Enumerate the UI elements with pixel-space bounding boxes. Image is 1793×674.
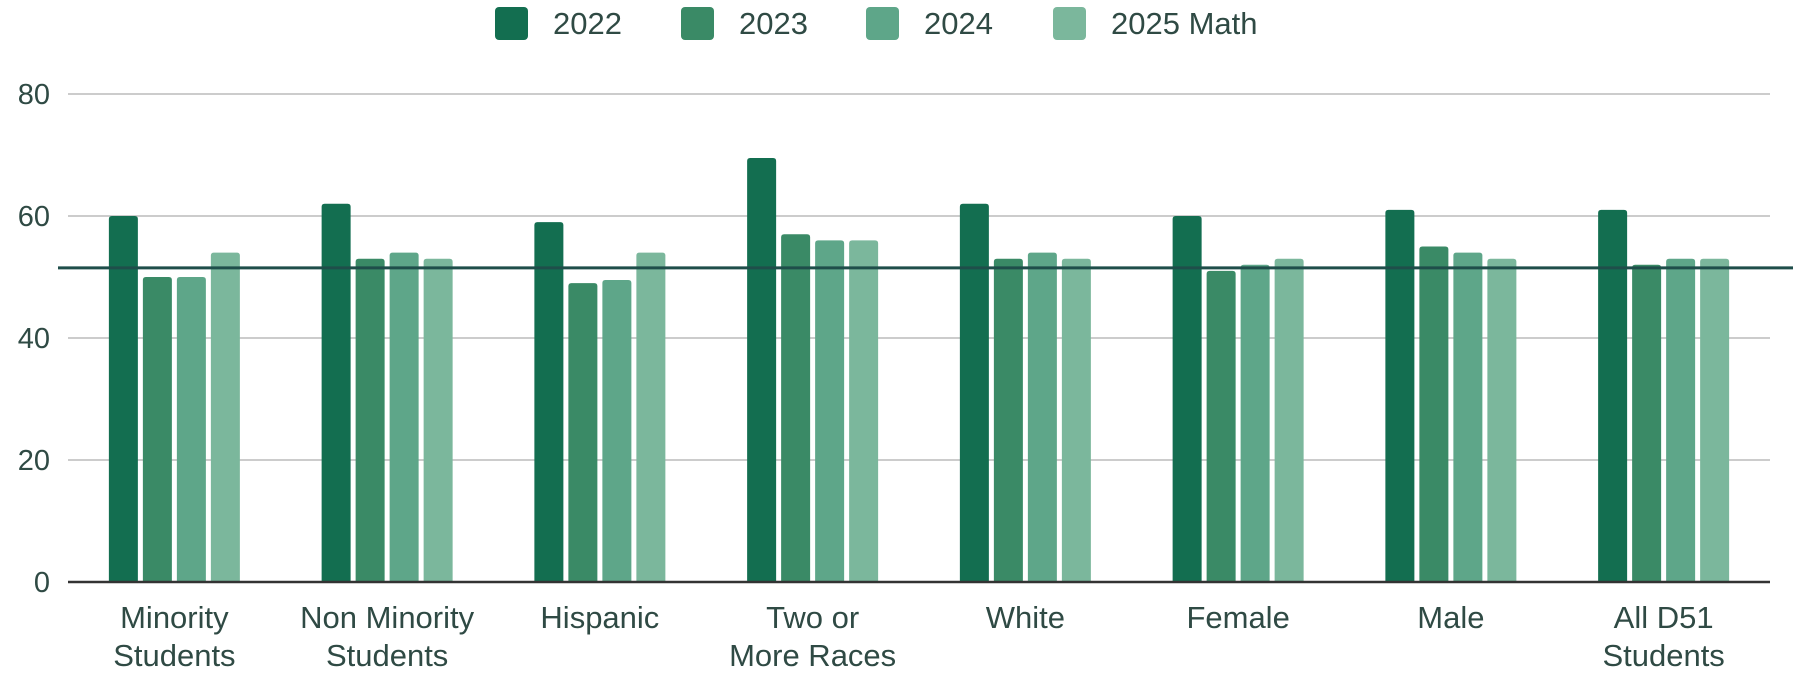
- bar: [210, 252, 240, 582]
- bar: [534, 222, 564, 582]
- legend-label[interactable]: 2025 Math: [1111, 6, 1258, 41]
- legend-label[interactable]: 2024: [924, 6, 993, 41]
- x-category-label-line: Two or: [766, 600, 859, 635]
- x-category-label: Two or More Races: [729, 600, 896, 673]
- bar: [1453, 252, 1483, 582]
- x-category-label: Minority Students: [113, 600, 235, 673]
- bar: [747, 158, 777, 583]
- legend-swatch[interactable]: [1053, 7, 1086, 40]
- x-category-label-line: Minority: [120, 600, 229, 635]
- y-tick-label: 20: [18, 445, 50, 477]
- bar: [108, 216, 138, 582]
- y-tick-label: 80: [18, 79, 50, 111]
- x-category-label: Female: [1186, 600, 1289, 635]
- bar: [1061, 258, 1091, 582]
- bar: [636, 252, 666, 582]
- bar: [321, 203, 351, 583]
- bar: [1172, 216, 1202, 582]
- bar: [602, 280, 632, 582]
- bar: [1385, 209, 1415, 582]
- bar: [355, 258, 385, 582]
- x-category-label: Male: [1417, 600, 1484, 635]
- y-tick-label: 40: [18, 323, 50, 355]
- bar: [781, 234, 811, 583]
- bar: [423, 258, 453, 582]
- bar: [142, 277, 172, 582]
- bar: [1700, 258, 1730, 582]
- bar: [1274, 258, 1304, 582]
- bar: [993, 258, 1023, 582]
- bar: [389, 252, 419, 582]
- bar: [1027, 252, 1057, 582]
- y-tick-label: 60: [18, 201, 50, 233]
- x-category-label-line: All D51: [1614, 600, 1714, 635]
- x-category-label-line: White: [986, 600, 1065, 635]
- bar: [1240, 264, 1270, 582]
- legend-swatch[interactable]: [495, 7, 528, 40]
- x-category-label-line: Students: [326, 638, 448, 673]
- x-category-label: All D51 Students: [1602, 600, 1724, 673]
- bar: [1487, 258, 1517, 582]
- x-category-label: Hispanic: [540, 600, 659, 635]
- bar: [959, 203, 989, 583]
- y-tick-label: 0: [34, 567, 50, 599]
- x-category-label-line: Students: [113, 638, 235, 673]
- x-category-label-line: Female: [1186, 600, 1289, 635]
- legend-label[interactable]: 2022: [553, 6, 622, 41]
- bar: [1632, 264, 1662, 582]
- x-category-label: Non Minority Students: [300, 600, 474, 673]
- legend-swatch[interactable]: [681, 7, 714, 40]
- x-category-label-line: Male: [1417, 600, 1484, 635]
- x-category-label-line: Students: [1602, 638, 1724, 673]
- bar: [815, 240, 845, 582]
- x-category-label-line: More Races: [729, 638, 896, 673]
- legend-label[interactable]: 2023: [739, 6, 808, 41]
- legend-swatch[interactable]: [866, 7, 899, 40]
- bar: [849, 240, 879, 582]
- x-category-label-line: Hispanic: [540, 600, 659, 635]
- bar: [568, 283, 598, 582]
- bar: [1598, 209, 1628, 582]
- bar: [1206, 270, 1236, 582]
- bar: [1419, 246, 1449, 582]
- bar: [1666, 258, 1696, 582]
- bar: [176, 277, 206, 582]
- x-category-label-line: Non Minority: [300, 600, 474, 635]
- x-category-label: White: [986, 600, 1065, 635]
